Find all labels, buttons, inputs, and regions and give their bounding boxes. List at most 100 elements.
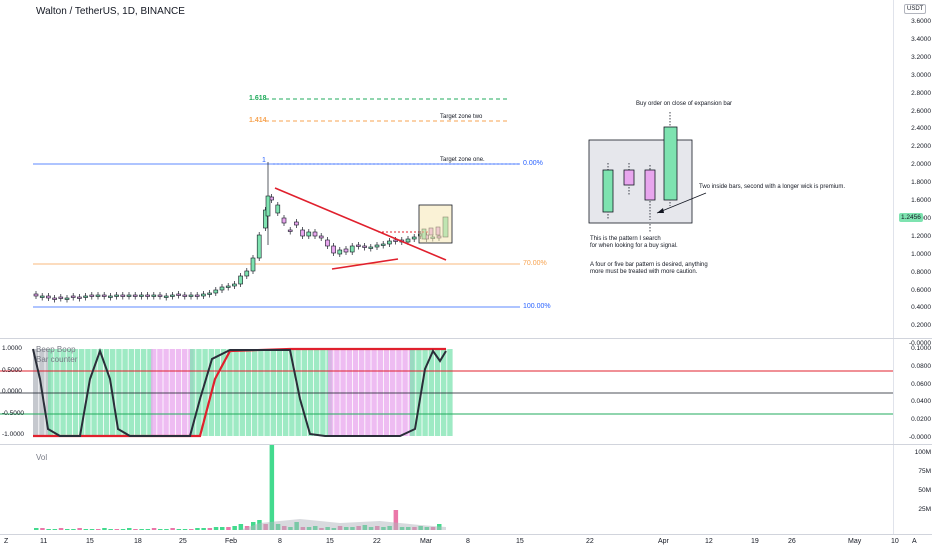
volume-bar bbox=[220, 527, 225, 530]
osc-bar bbox=[54, 349, 60, 436]
osc-right-tick: 0.1000 bbox=[911, 345, 931, 352]
osc-subname[interactable]: Bar counter bbox=[36, 355, 78, 364]
volume-bar bbox=[213, 527, 219, 530]
time-label: May bbox=[848, 538, 862, 545]
explainer-candle-2 bbox=[623, 169, 635, 186]
osc-right-tick: -0.0000 bbox=[908, 434, 931, 441]
volume-axis[interactable]: 100M 75M 50M 25M bbox=[893, 445, 932, 534]
price-tick: 2.8000 bbox=[911, 89, 931, 97]
volume-bar bbox=[34, 528, 39, 530]
candle bbox=[337, 249, 343, 255]
pane-separator-1[interactable] bbox=[0, 338, 932, 339]
osc-bar bbox=[122, 349, 128, 436]
volume-bar bbox=[40, 528, 45, 530]
volume-bar bbox=[83, 529, 89, 530]
volume-bar bbox=[52, 529, 58, 530]
currency-badge[interactable]: USDT bbox=[904, 4, 927, 14]
candle bbox=[312, 231, 318, 237]
candle bbox=[263, 209, 268, 229]
volume-bar bbox=[151, 528, 157, 530]
candle bbox=[132, 294, 138, 297]
candle bbox=[114, 294, 119, 297]
oscillator-axis[interactable]: 0.1000 0.0800 0.0600 0.0400 0.0200 -0.0000 bbox=[893, 339, 932, 444]
time-axis[interactable]: Z 11 15 18 25 Feb 8 15 22 Mar 8 15 22 Apr 12 19 26 May 10… bbox=[0, 535, 932, 550]
price-pane[interactable]: Walton / TetherUS, 1D, BINANCE 1. bbox=[0, 0, 893, 338]
osc-bar bbox=[60, 349, 66, 436]
time-label: 19 bbox=[751, 538, 759, 545]
volume-tick: 100M bbox=[914, 449, 931, 456]
volume-label[interactable]: Vol bbox=[36, 453, 48, 462]
time-label: 15 bbox=[86, 538, 94, 545]
pane-separator-2[interactable] bbox=[0, 444, 932, 445]
volume-tick: 75M bbox=[918, 468, 931, 475]
time-axis-right-corner[interactable]: A bbox=[912, 538, 917, 545]
candle bbox=[405, 238, 411, 243]
osc-bar bbox=[383, 349, 390, 436]
volume-bar bbox=[46, 529, 51, 530]
osc-bar bbox=[416, 349, 422, 436]
osc-bar bbox=[214, 349, 221, 436]
osc-bar bbox=[221, 349, 227, 436]
osc-main-line bbox=[32, 348, 447, 437]
candle bbox=[108, 295, 113, 298]
osc-bar bbox=[72, 349, 79, 436]
price-tick: 3.4000 bbox=[911, 35, 931, 43]
price-chart-svg bbox=[33, 98, 707, 308]
candle bbox=[368, 246, 374, 249]
candle bbox=[238, 275, 243, 285]
volume-bar bbox=[176, 529, 182, 530]
candle bbox=[300, 229, 305, 237]
candle bbox=[33, 293, 39, 297]
fib-1-label: 1 bbox=[262, 157, 266, 164]
time-label: 15 bbox=[516, 538, 524, 545]
candle bbox=[250, 257, 256, 272]
four-five-note-1: A four or five bar pattern is desired, a… bbox=[590, 262, 708, 268]
candle bbox=[256, 234, 262, 259]
candle bbox=[157, 294, 163, 297]
candle bbox=[265, 195, 271, 217]
osc-bar bbox=[320, 349, 326, 436]
candle bbox=[139, 294, 144, 297]
osc-right-tick: 0.0200 bbox=[911, 416, 931, 424]
osc-bar bbox=[346, 349, 352, 436]
time-label: 10 bbox=[891, 538, 899, 545]
last-price-tag: 1.2456 bbox=[899, 213, 923, 222]
inside-bars-note: Two inside bars, second with a longer wi… bbox=[699, 184, 846, 190]
osc-bar bbox=[377, 349, 383, 436]
oscillator-pane[interactable]: Beep Boop Bar counter 1.0000 0.5000 0.0000… bbox=[0, 339, 893, 444]
time-axis-left-corner[interactable]: Z bbox=[4, 538, 9, 545]
osc-left-tick: 0.5000 bbox=[2, 366, 22, 374]
osc-bar bbox=[283, 349, 289, 436]
osc-bar bbox=[301, 349, 307, 436]
osc-bar bbox=[134, 349, 141, 436]
time-label: 26 bbox=[788, 538, 796, 545]
price-axis[interactable]: 3.6000 3.4000 3.2000 3.0000 2.8000 2.6000 2.40… bbox=[893, 0, 932, 347]
volume-bar bbox=[58, 528, 64, 530]
volume-bar bbox=[120, 529, 126, 530]
volume-pane[interactable]: Vol bbox=[0, 445, 893, 534]
osc-bar bbox=[328, 349, 334, 436]
osc-bar bbox=[390, 349, 396, 436]
osc-bar bbox=[128, 349, 134, 436]
chart-title: Walton / TetherUS, 1D, BINANCE bbox=[36, 6, 185, 17]
osc-bar bbox=[48, 349, 54, 436]
osc-name[interactable]: Beep Boop bbox=[36, 345, 76, 354]
volume-bar bbox=[108, 529, 113, 530]
time-label: 11 bbox=[40, 538, 48, 545]
candle bbox=[387, 240, 392, 245]
time-label: Feb bbox=[225, 538, 238, 545]
four-five-note-2: more must be treated with more caution. bbox=[590, 269, 698, 275]
osc-right-tick: 0.0400 bbox=[911, 398, 931, 406]
price-tick: 2.2000 bbox=[911, 143, 931, 151]
volume-bar bbox=[127, 528, 132, 530]
price-tick: 3.0000 bbox=[911, 71, 931, 79]
osc-bar bbox=[289, 349, 295, 436]
candle bbox=[83, 295, 88, 298]
osc-bar bbox=[202, 349, 208, 436]
candle bbox=[294, 221, 299, 226]
volume-bar bbox=[170, 528, 175, 530]
osc-bar bbox=[79, 349, 85, 436]
candle bbox=[213, 289, 219, 294]
candle bbox=[39, 295, 45, 298]
fib-70-label: 70.00% bbox=[523, 260, 547, 267]
